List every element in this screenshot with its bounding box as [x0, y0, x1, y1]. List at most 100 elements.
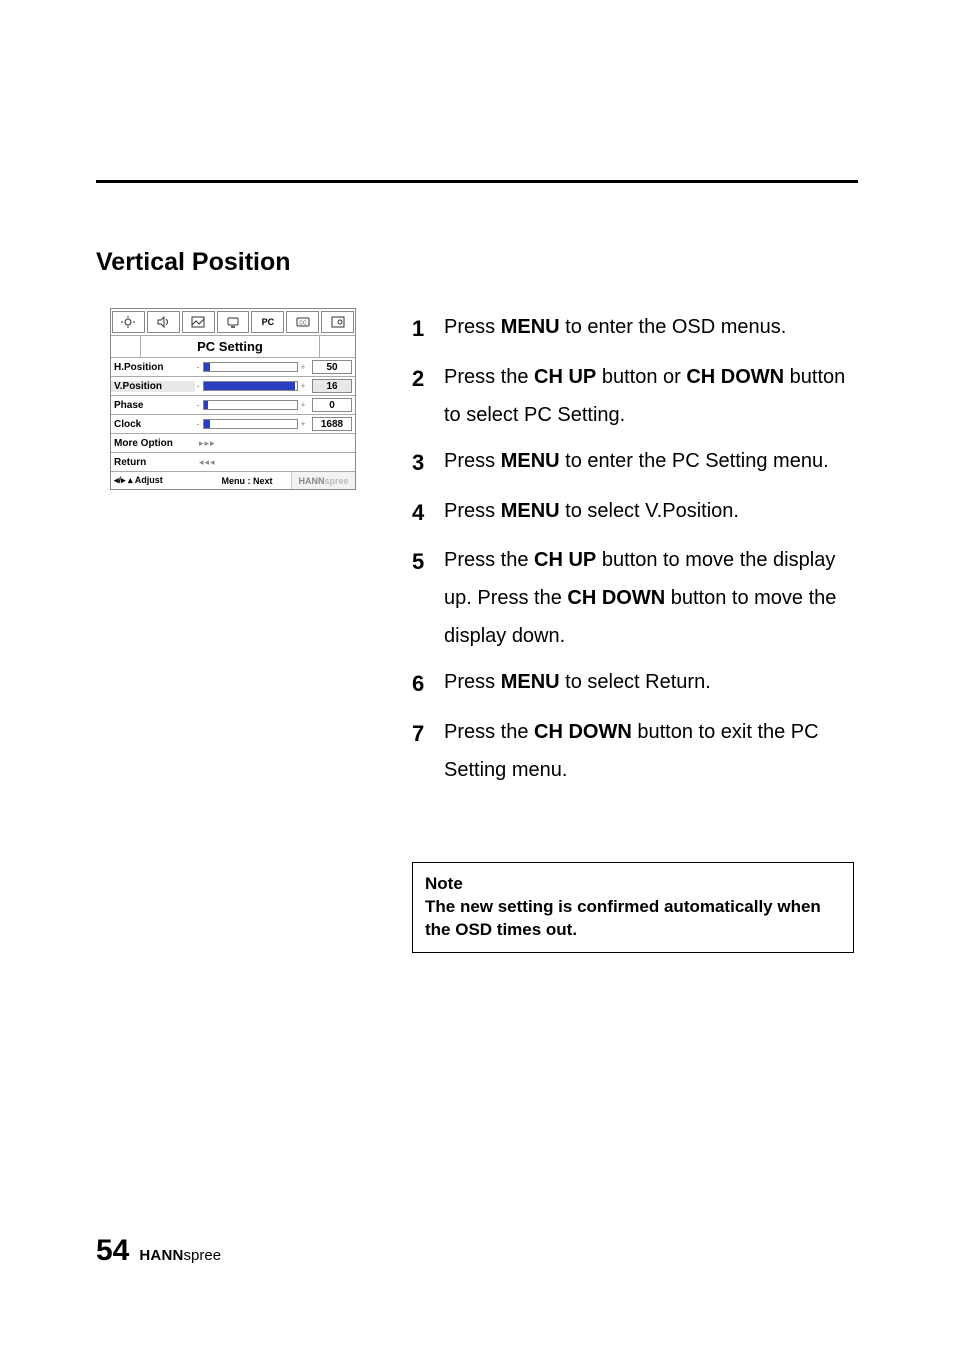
minus-icon: - — [195, 381, 201, 391]
osd-tab-icon-7[interactable] — [321, 311, 354, 333]
osd-tab-bar: PC CC — [111, 309, 355, 335]
osd-row-return[interactable]: Return◂◂◂ — [111, 452, 355, 471]
osd-row-h-position[interactable]: H.Position- +50 — [111, 357, 355, 376]
osd-row-label: Phase — [111, 400, 195, 411]
link-arrows-icon: ▸▸▸ — [195, 438, 216, 449]
step-2: 2Press the CH UP button or CH DOWN butto… — [412, 358, 858, 434]
step-6: 6Press MENU to select Return. — [412, 663, 858, 705]
page-number: 54 — [96, 1234, 129, 1268]
steps-list: 1Press MENU to enter the OSD menus.2Pres… — [412, 308, 858, 797]
osd-row-label: More Option — [111, 438, 195, 449]
osd-tab-icon-2[interactable] — [147, 311, 180, 333]
osd-footer-brand: HANNspree — [291, 472, 355, 489]
minus-icon: - — [195, 400, 201, 410]
bold-text: MENU — [501, 316, 560, 338]
bold-text: CH DOWN — [686, 366, 784, 388]
plus-icon: + — [300, 362, 306, 372]
step-4: 4Press MENU to select V.Position. — [412, 492, 858, 534]
slider-track[interactable] — [203, 419, 298, 429]
step-number: 5 — [412, 541, 444, 655]
slider-track[interactable] — [203, 362, 298, 372]
plus-icon: + — [300, 419, 306, 429]
minus-icon: - — [195, 362, 201, 372]
note-box: Note The new setting is confirmed automa… — [412, 862, 854, 953]
svg-text:CC: CC — [299, 321, 307, 327]
osd-row-label: V.Position — [111, 381, 195, 392]
step-number: 2 — [412, 358, 444, 434]
step-body: Press MENU to select V.Position. — [444, 492, 858, 534]
step-number: 7 — [412, 713, 444, 789]
osd-row-label: Clock — [111, 419, 195, 430]
osd-panel: PC CC PC Setting H.Position-+50V.Positio… — [110, 308, 356, 490]
osd-tab-icon-1[interactable] — [112, 311, 145, 333]
bold-text: MENU — [501, 450, 560, 472]
osd-title-tail — [319, 336, 355, 357]
bold-text: MENU — [501, 500, 560, 522]
osd-row-more-option[interactable]: More Option▸▸▸ — [111, 433, 355, 452]
osd-slider[interactable]: - +50 — [195, 360, 355, 374]
slider-track[interactable] — [203, 400, 298, 410]
note-body: The new setting is confirmed automatical… — [425, 896, 841, 942]
osd-rows: H.Position-+50V.Position-+16Phase-+0Cloc… — [111, 357, 355, 471]
osd-slider[interactable]: - +1688 — [195, 417, 355, 431]
link-arrows-icon: ◂◂◂ — [195, 457, 216, 468]
osd-slider[interactable]: - +0 — [195, 398, 355, 412]
bold-text: MENU — [501, 671, 560, 693]
osd-row-label: H.Position — [111, 362, 195, 373]
bold-text: CH UP — [534, 366, 596, 388]
horizontal-rule — [96, 180, 858, 183]
step-7: 7Press the CH DOWN button to exit the PC… — [412, 713, 858, 789]
osd-row-label: Return — [111, 457, 195, 468]
slider-track[interactable] — [203, 381, 298, 391]
osd-title-spacer — [111, 336, 141, 357]
step-number: 3 — [412, 442, 444, 484]
osd-footer: ◂/▸ ▴ Adjust Menu : Next HANNspree — [111, 471, 355, 489]
osd-footer-left: ◂/▸ ▴ Adjust — [111, 475, 203, 486]
step-5: 5Press the CH UP button to move the disp… — [412, 541, 858, 655]
osd-tab-icon-6[interactable]: CC — [286, 311, 319, 333]
step-body: Press MENU to select Return. — [444, 663, 858, 705]
plus-icon: + — [300, 381, 306, 391]
osd-footer-mid: Menu : Next — [203, 476, 291, 486]
osd-tab-icon-4[interactable] — [217, 311, 250, 333]
osd-title: PC Setting — [141, 336, 319, 357]
speaker-icon — [156, 316, 170, 328]
step-body: Press the CH UP button or CH DOWN button… — [444, 358, 858, 434]
osd-row-phase[interactable]: Phase- +0 — [111, 395, 355, 414]
osd-title-row: PC Setting — [111, 335, 355, 357]
note-title: Note — [425, 873, 841, 896]
osd-tab-icon-3[interactable] — [182, 311, 215, 333]
bold-text: CH DOWN — [567, 587, 665, 609]
step-3: 3Press MENU to enter the PC Setting menu… — [412, 442, 858, 484]
closed-caption-icon: CC — [296, 316, 310, 328]
sun-icon — [121, 316, 135, 328]
brand: HANNspree — [139, 1247, 221, 1264]
slider-fill — [204, 382, 295, 390]
step-body: Press MENU to enter the OSD menus. — [444, 308, 858, 350]
osd-tab-pc[interactable]: PC — [251, 311, 284, 333]
step-number: 6 — [412, 663, 444, 705]
page-footer: 54 HANNspree — [96, 1234, 221, 1268]
bold-text: CH DOWN — [534, 721, 632, 743]
slider-value: 50 — [312, 360, 352, 374]
bold-text: CH UP — [534, 549, 596, 571]
osd-row-v-position[interactable]: V.Position- +16 — [111, 376, 355, 395]
slider-fill — [204, 420, 210, 428]
slider-value: 0 — [312, 398, 352, 412]
minus-icon: - — [195, 419, 201, 429]
slider-fill — [204, 363, 210, 371]
section-title: Vertical Position — [96, 248, 291, 277]
tv-icon — [226, 316, 240, 328]
picture-icon — [191, 316, 205, 328]
settings-icon — [331, 316, 345, 328]
page: Vertical Position PC CC — [0, 0, 954, 1352]
step-1: 1Press MENU to enter the OSD menus. — [412, 308, 858, 350]
osd-row-clock[interactable]: Clock- +1688 — [111, 414, 355, 433]
step-body: Press the CH UP button to move the displ… — [444, 541, 858, 655]
osd-slider[interactable]: - +16 — [195, 379, 355, 393]
slider-fill — [204, 401, 208, 409]
slider-value: 1688 — [312, 417, 352, 431]
step-body: Press MENU to enter the PC Setting menu. — [444, 442, 858, 484]
slider-value: 16 — [312, 379, 352, 393]
plus-icon: + — [300, 400, 306, 410]
